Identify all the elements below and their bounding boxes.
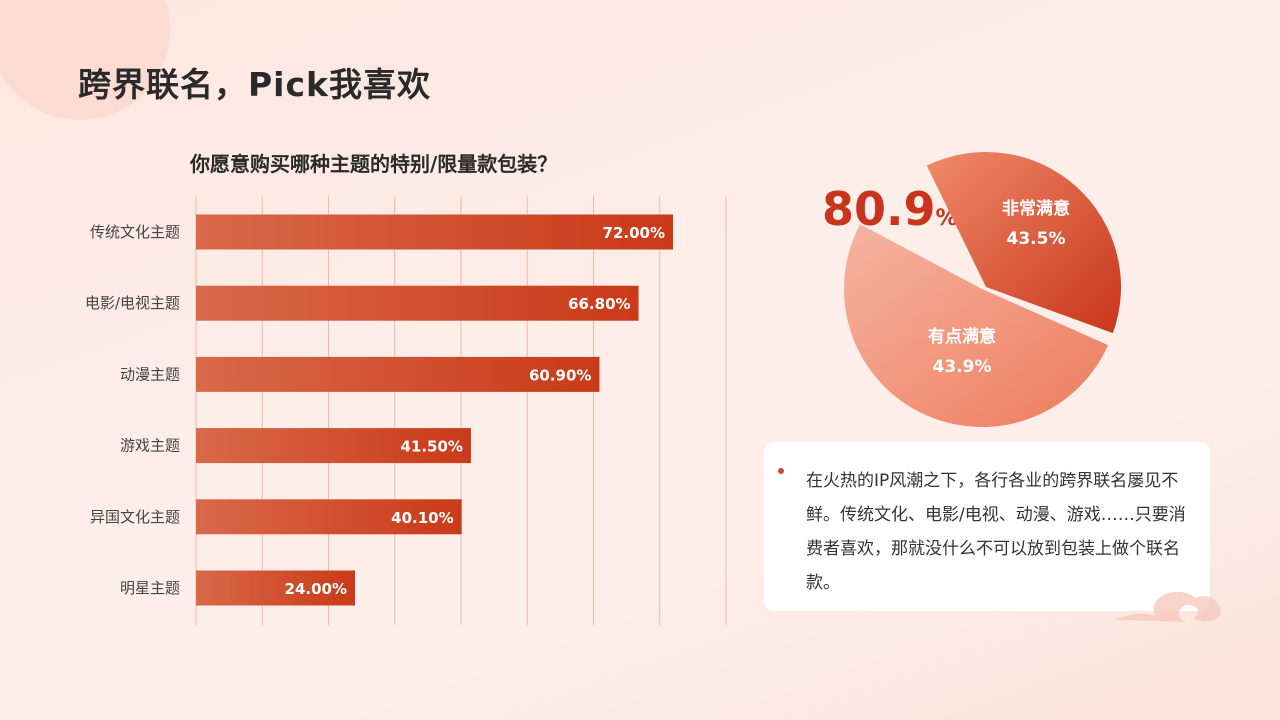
bar-value-label: 72.00%: [603, 224, 665, 242]
satisfaction-headline: 80.9%: [822, 182, 958, 236]
bar-category-label: 明星主题: [120, 579, 180, 597]
bar: [196, 428, 471, 464]
bar: [196, 570, 355, 606]
bar: [196, 285, 639, 321]
bar-value-label: 41.50%: [400, 438, 462, 456]
bar-category-label: 传统文化主题: [90, 223, 180, 241]
bar-value-label: 66.80%: [568, 295, 630, 313]
summary-text: 在火热的IP风潮之下，各行各业的跨界联名屡见不鲜。传统文化、电影/电视、动漫、游…: [806, 471, 1186, 593]
bar-category-label: 异国文化主题: [90, 508, 180, 526]
pie-slice: [926, 151, 1122, 334]
cloud-decoration-icon: [1114, 591, 1222, 622]
satisfaction-headline-value: 80.9: [822, 182, 936, 236]
bar-category-label: 电影/电视主题: [85, 294, 180, 312]
bar: [196, 356, 600, 392]
bar-category-label: 动漫主题: [120, 365, 180, 383]
pie-slice-label: 非常满意: [1002, 198, 1070, 219]
bullet-dot: [778, 468, 784, 474]
pie-chart: 非常满意 43.5% 有点满意 43.9%: [844, 151, 1122, 427]
page-title: 跨界联名，Pick我喜欢: [78, 65, 432, 104]
summary-card: 在火热的IP风潮之下，各行各业的跨界联名屡见不鲜。传统文化、电影/电视、动漫、游…: [764, 442, 1210, 611]
pie-slice-value: 43.5%: [1007, 229, 1066, 249]
pie-slice-label: 有点满意: [928, 326, 996, 347]
bar-value-label: 24.00%: [285, 580, 347, 598]
bar-value-label: 40.10%: [391, 509, 453, 527]
bar: [196, 499, 462, 535]
bar: [196, 214, 673, 250]
bar-value-label: 60.90%: [529, 366, 591, 384]
bar-chart-title: 你愿意购买哪种主题的特别/限量款包装？: [190, 152, 558, 176]
bar-category-label: 游戏主题: [120, 437, 180, 455]
bar-chart-grid: [195, 196, 727, 625]
pie-slice: [844, 224, 1109, 427]
bar-chart-marks: 传统文化主题 72.00% 电影/电视主题 66.80% 动漫主题 60.90% 游戏主题 4…: [85, 214, 673, 606]
pie-slice-value: 43.9%: [933, 357, 992, 377]
bar-chart: 传统文化主题 72.00% 电影/电视主题 66.80% 动漫主题 60.90% 游戏主题 4…: [85, 196, 727, 625]
